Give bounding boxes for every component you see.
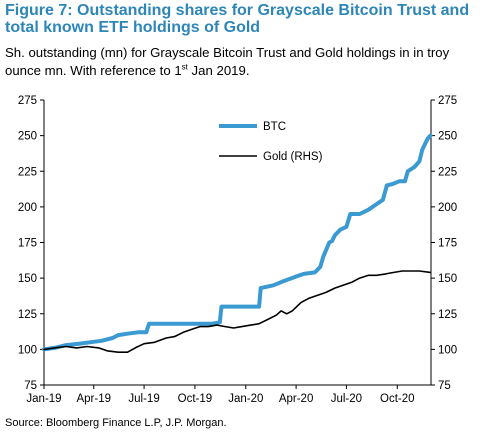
left-y-tick-label: 200 <box>18 202 37 214</box>
right-y-tick-label: 100 <box>438 344 457 356</box>
x-tick-label: Jul-19 <box>128 393 159 405</box>
right-y-tick-label: 125 <box>438 309 457 321</box>
left-y-tick-label: 150 <box>18 273 37 285</box>
source-note: Source: Bloomberg Finance L.P, J.P. Morg… <box>5 417 227 429</box>
right-y-tick-label: 225 <box>438 166 457 178</box>
subtitle-main-text: Sh. outstanding (mn) for Grayscale Bitco… <box>5 45 450 78</box>
left-y-tick-label: 100 <box>18 344 37 356</box>
btc-series-line <box>42 133 433 352</box>
right-y-tick-label: 250 <box>438 131 457 143</box>
left-y-tick-label: 125 <box>18 309 37 321</box>
left-y-tick-label: 275 <box>18 95 37 107</box>
figure-title: Figure 7: Outstanding shares for Graysca… <box>5 2 470 36</box>
right-y-tick-label: 75 <box>438 380 451 392</box>
x-tick-label: Jan-19 <box>26 393 61 405</box>
x-tick-label: Jul-20 <box>331 393 362 405</box>
right-y-tick-label: 200 <box>438 202 457 214</box>
left-y-tick-label: 175 <box>18 238 37 250</box>
x-tick-label: Oct-20 <box>380 393 415 405</box>
subtitle-end-text: Jan 2019. <box>187 63 250 78</box>
x-tick-label: Oct-19 <box>178 393 213 405</box>
right-y-tick-label: 275 <box>438 95 457 107</box>
x-tick-label: Apr-19 <box>76 393 111 405</box>
legend-gold-label: Gold (RHS) <box>263 151 323 163</box>
legend-btc-label: BTC <box>263 121 286 133</box>
right-y-tick-label: 150 <box>438 273 457 285</box>
figure-subtitle: Sh. outstanding (mn) for Grayscale Bitco… <box>5 44 487 80</box>
right-y-tick-label: 175 <box>438 238 457 250</box>
x-tick-label: Apr-20 <box>279 393 314 405</box>
left-y-tick-label: 75 <box>24 380 37 392</box>
x-tick-label: Jan-20 <box>228 393 263 405</box>
subtitle-superscript: st <box>181 62 188 72</box>
left-y-tick-label: 225 <box>18 166 37 178</box>
left-y-tick-label: 250 <box>18 131 37 143</box>
gold-series-line <box>43 270 432 353</box>
